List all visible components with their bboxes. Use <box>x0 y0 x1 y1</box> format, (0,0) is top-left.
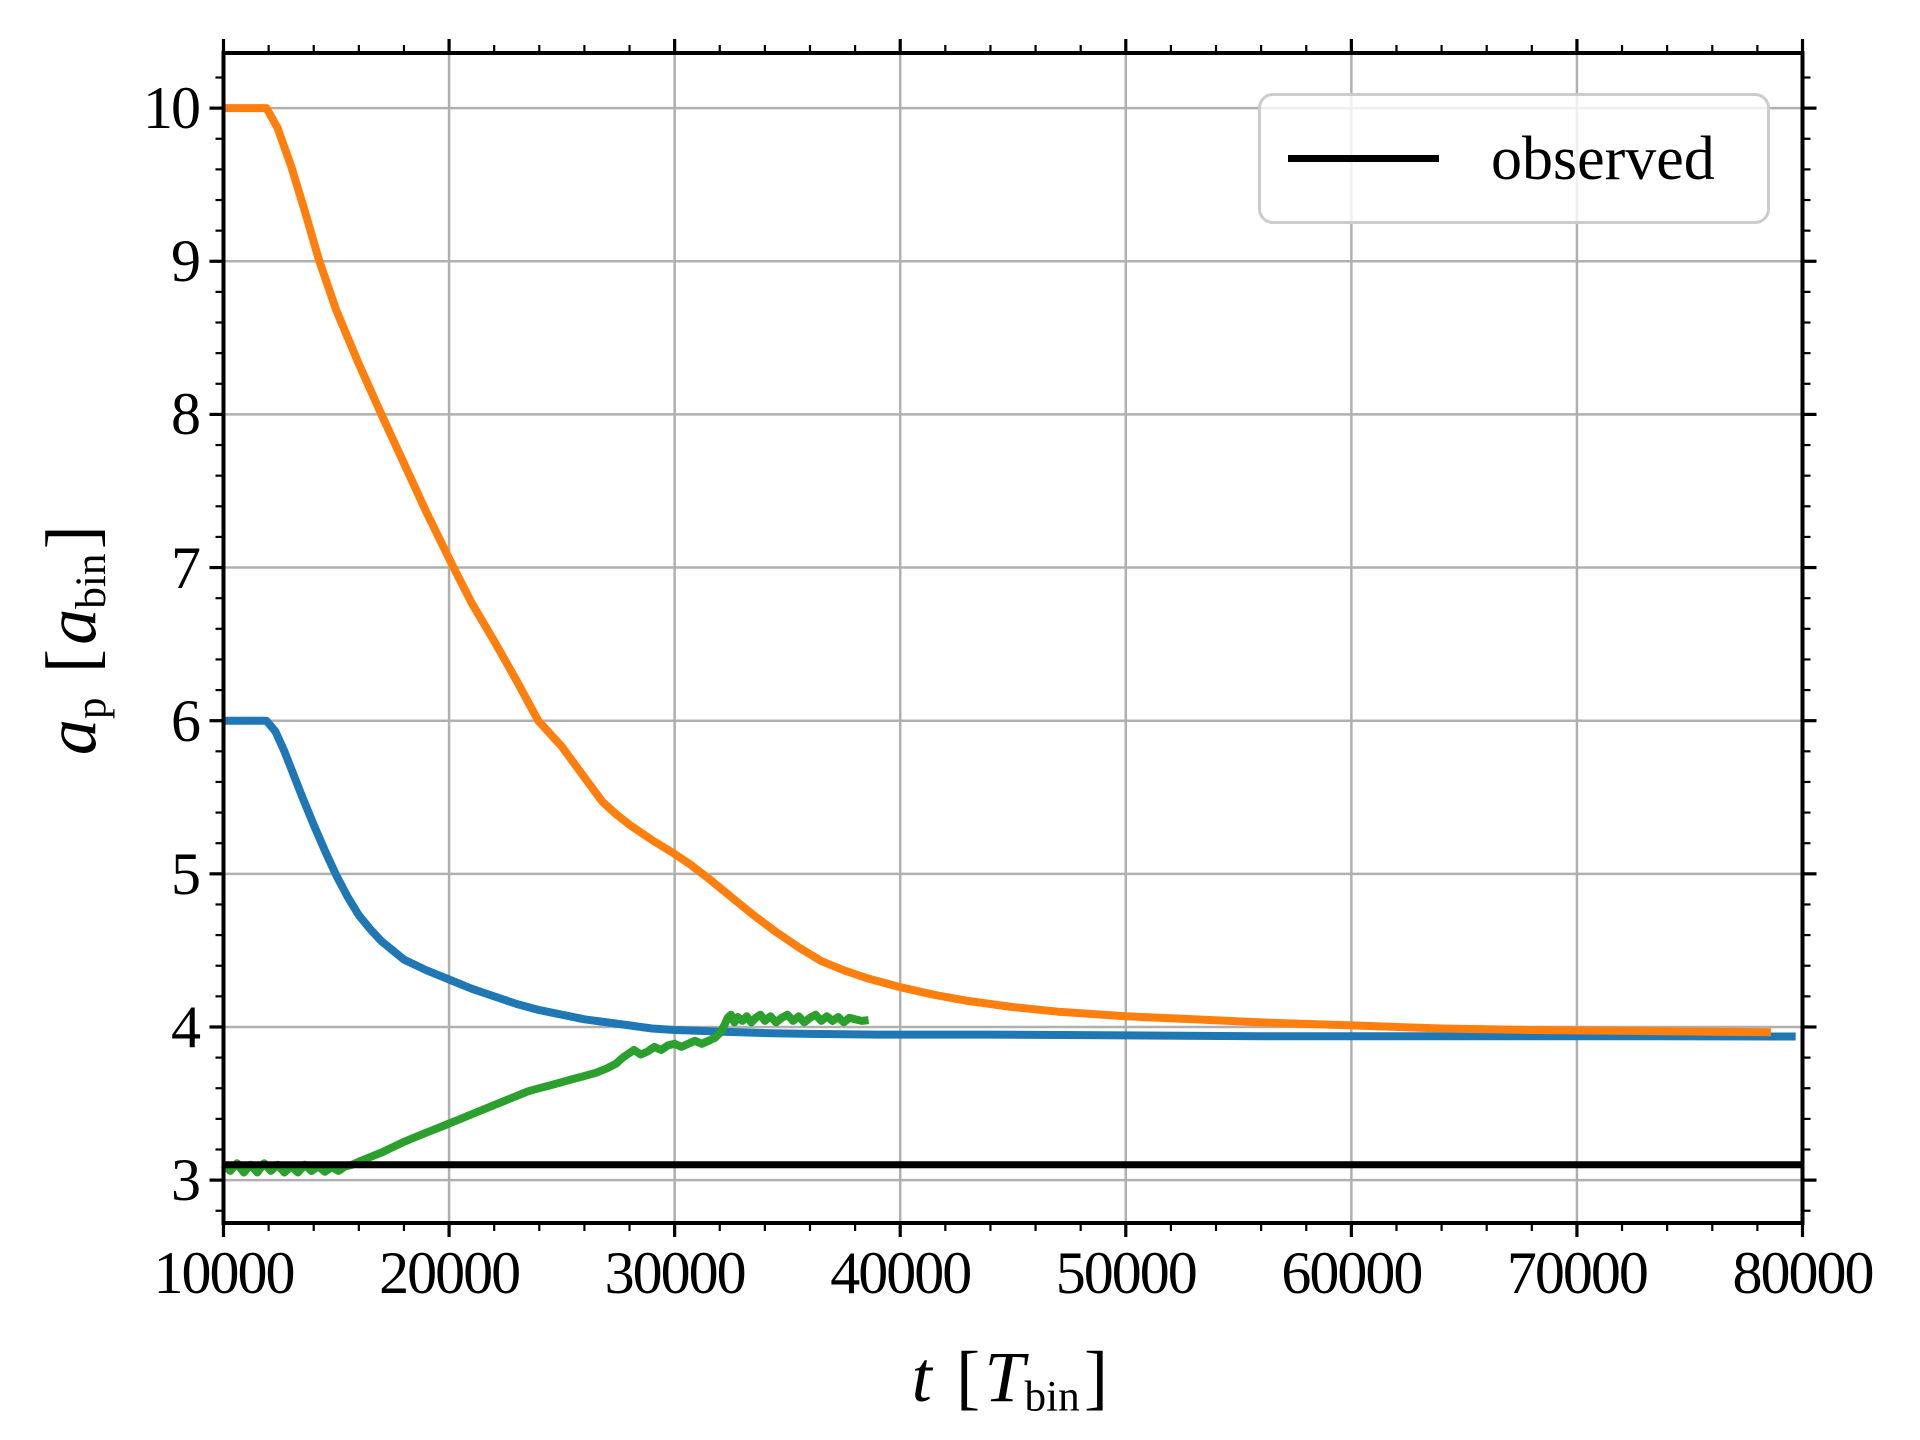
y-tick-label: 9 <box>171 228 201 295</box>
axes-frame <box>221 51 1805 1225</box>
x-tick-label: 70000 <box>1506 1240 1649 1306</box>
y-axis-close-bracket: ] <box>31 525 112 550</box>
x-axis-unit: T <box>984 1337 1025 1417</box>
x-tick-label: 30000 <box>604 1240 747 1306</box>
legend-entry-label: observed <box>1491 124 1715 193</box>
y-axis-variable: a <box>31 719 112 756</box>
x-tick-label: 20000 <box>379 1240 521 1306</box>
y-axis-label: ap[abin] <box>31 521 115 756</box>
y-tick-label: 8 <box>171 381 201 448</box>
x-axis-label: t [Tbin] <box>911 1337 1113 1421</box>
series-blue-line <box>223 716 1796 1041</box>
y-axis-variable-subscript: p <box>67 697 115 720</box>
series-orange-line <box>223 104 1771 1037</box>
y-tick-label: 10 <box>143 75 201 142</box>
y-tick-label: 5 <box>171 840 201 907</box>
y-tick-label: 3 <box>171 1147 201 1214</box>
y-tick-label: 6 <box>171 687 201 754</box>
x-tick-label: 40000 <box>830 1240 972 1306</box>
series-green-line <box>220 1010 870 1177</box>
x-tick-label: 80000 <box>1732 1240 1875 1306</box>
y-axis-open-bracket: [ <box>31 649 112 674</box>
legend: observed <box>1258 93 1770 224</box>
y-axis-unit-subscript: bin <box>67 553 115 609</box>
x-axis-variable: t <box>911 1337 932 1417</box>
x-axis-open-bracket: [ <box>956 1337 981 1417</box>
x-axis-unit-subscript: bin <box>1024 1373 1080 1421</box>
x-tick-label: 50000 <box>1055 1240 1198 1306</box>
legend-line-sample <box>1288 155 1439 162</box>
y-axis-unit: a <box>31 608 112 645</box>
x-axis-close-bracket: ] <box>1084 1337 1108 1417</box>
x-tick-label: 10000 <box>153 1240 296 1306</box>
x-tick-label: 60000 <box>1281 1240 1423 1306</box>
y-tick-label: 4 <box>171 993 201 1060</box>
y-tick-label: 7 <box>171 534 201 601</box>
